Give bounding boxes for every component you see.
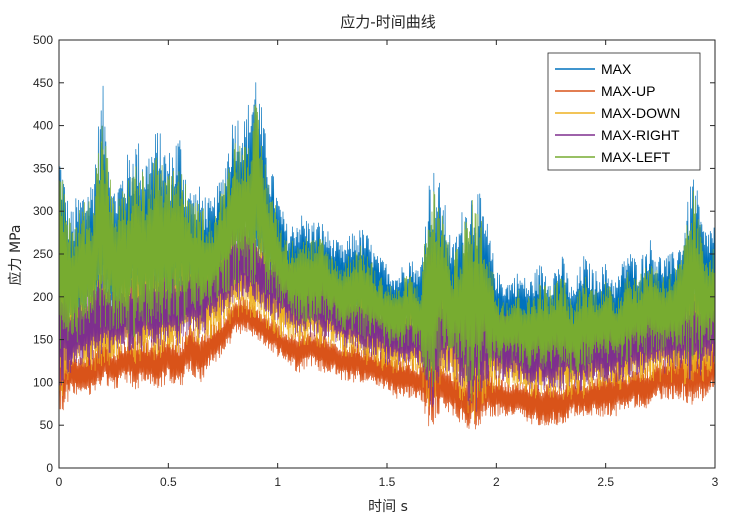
legend-label-max-down: MAX-DOWN (601, 105, 680, 121)
chart-title: 应力-时间曲线 (340, 13, 435, 31)
x-axis: 0 0.5 1 1.5 2 2.5 3 (56, 40, 719, 489)
legend-box (547, 52, 701, 171)
legend-label-max-left: MAX-LEFT (601, 149, 671, 165)
y-tick-label: 500 (33, 33, 53, 47)
x-tick-label: 0.5 (160, 475, 177, 489)
x-tick-label: 2 (493, 475, 500, 489)
legend: MAX MAX-UP MAX-DOWN MAX-RIGHT MAX-LEFT (547, 52, 701, 171)
legend-entries: MAX MAX-UP MAX-DOWN MAX-RIGHT MAX-LEFT (555, 61, 680, 165)
legend-label-max-up: MAX-UP (601, 83, 655, 99)
x-tick-label: 1 (274, 475, 281, 489)
y-tick-label: 50 (40, 418, 54, 432)
series-line-max-up (59, 297, 715, 430)
x-tick-label: 1.5 (379, 475, 396, 489)
y-tick-label: 450 (33, 76, 53, 90)
y-tick-label: 300 (33, 204, 53, 218)
y-tick-label: 350 (33, 161, 53, 175)
legend-label-max: MAX (601, 61, 632, 77)
x-tick-label: 3 (712, 475, 719, 489)
y-tick-label: 100 (33, 375, 53, 389)
x-tick-label: 2.5 (597, 475, 614, 489)
y-tick-label: 150 (33, 333, 53, 347)
y-tick-label: 250 (33, 247, 53, 261)
series-layer (59, 82, 715, 430)
y-axis: 0 50 100 150 200 250 300 350 400 450 500 (33, 33, 715, 475)
y-tick-label: 400 (33, 119, 53, 133)
x-tick-label: 0 (56, 475, 63, 489)
y-axis-title: 应力 MPa (7, 225, 24, 286)
legend-label-max-right: MAX-RIGHT (601, 127, 680, 143)
series-line-max-left (59, 104, 715, 402)
y-tick-label: 200 (33, 290, 53, 304)
y-tick-label: 0 (46, 461, 53, 475)
x-axis-title: 时间 s (368, 499, 408, 515)
